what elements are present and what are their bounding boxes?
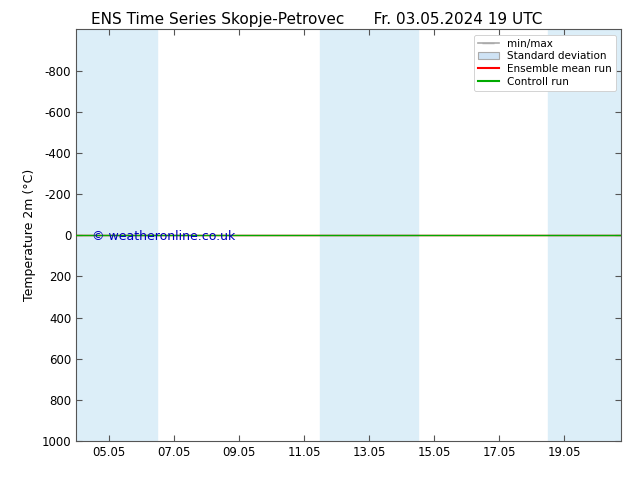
- Legend: min/max, Standard deviation, Ensemble mean run, Controll run: min/max, Standard deviation, Ensemble me…: [474, 35, 616, 91]
- Bar: [320, 29, 418, 441]
- Text: © weatheronline.co.uk: © weatheronline.co.uk: [93, 230, 236, 243]
- Y-axis label: Temperature 2m (°C): Temperature 2m (°C): [23, 169, 36, 301]
- Bar: [76, 29, 157, 441]
- Text: ENS Time Series Skopje-Petrovec      Fr. 03.05.2024 19 UTC: ENS Time Series Skopje-Petrovec Fr. 03.0…: [91, 12, 543, 27]
- Bar: [548, 29, 621, 441]
